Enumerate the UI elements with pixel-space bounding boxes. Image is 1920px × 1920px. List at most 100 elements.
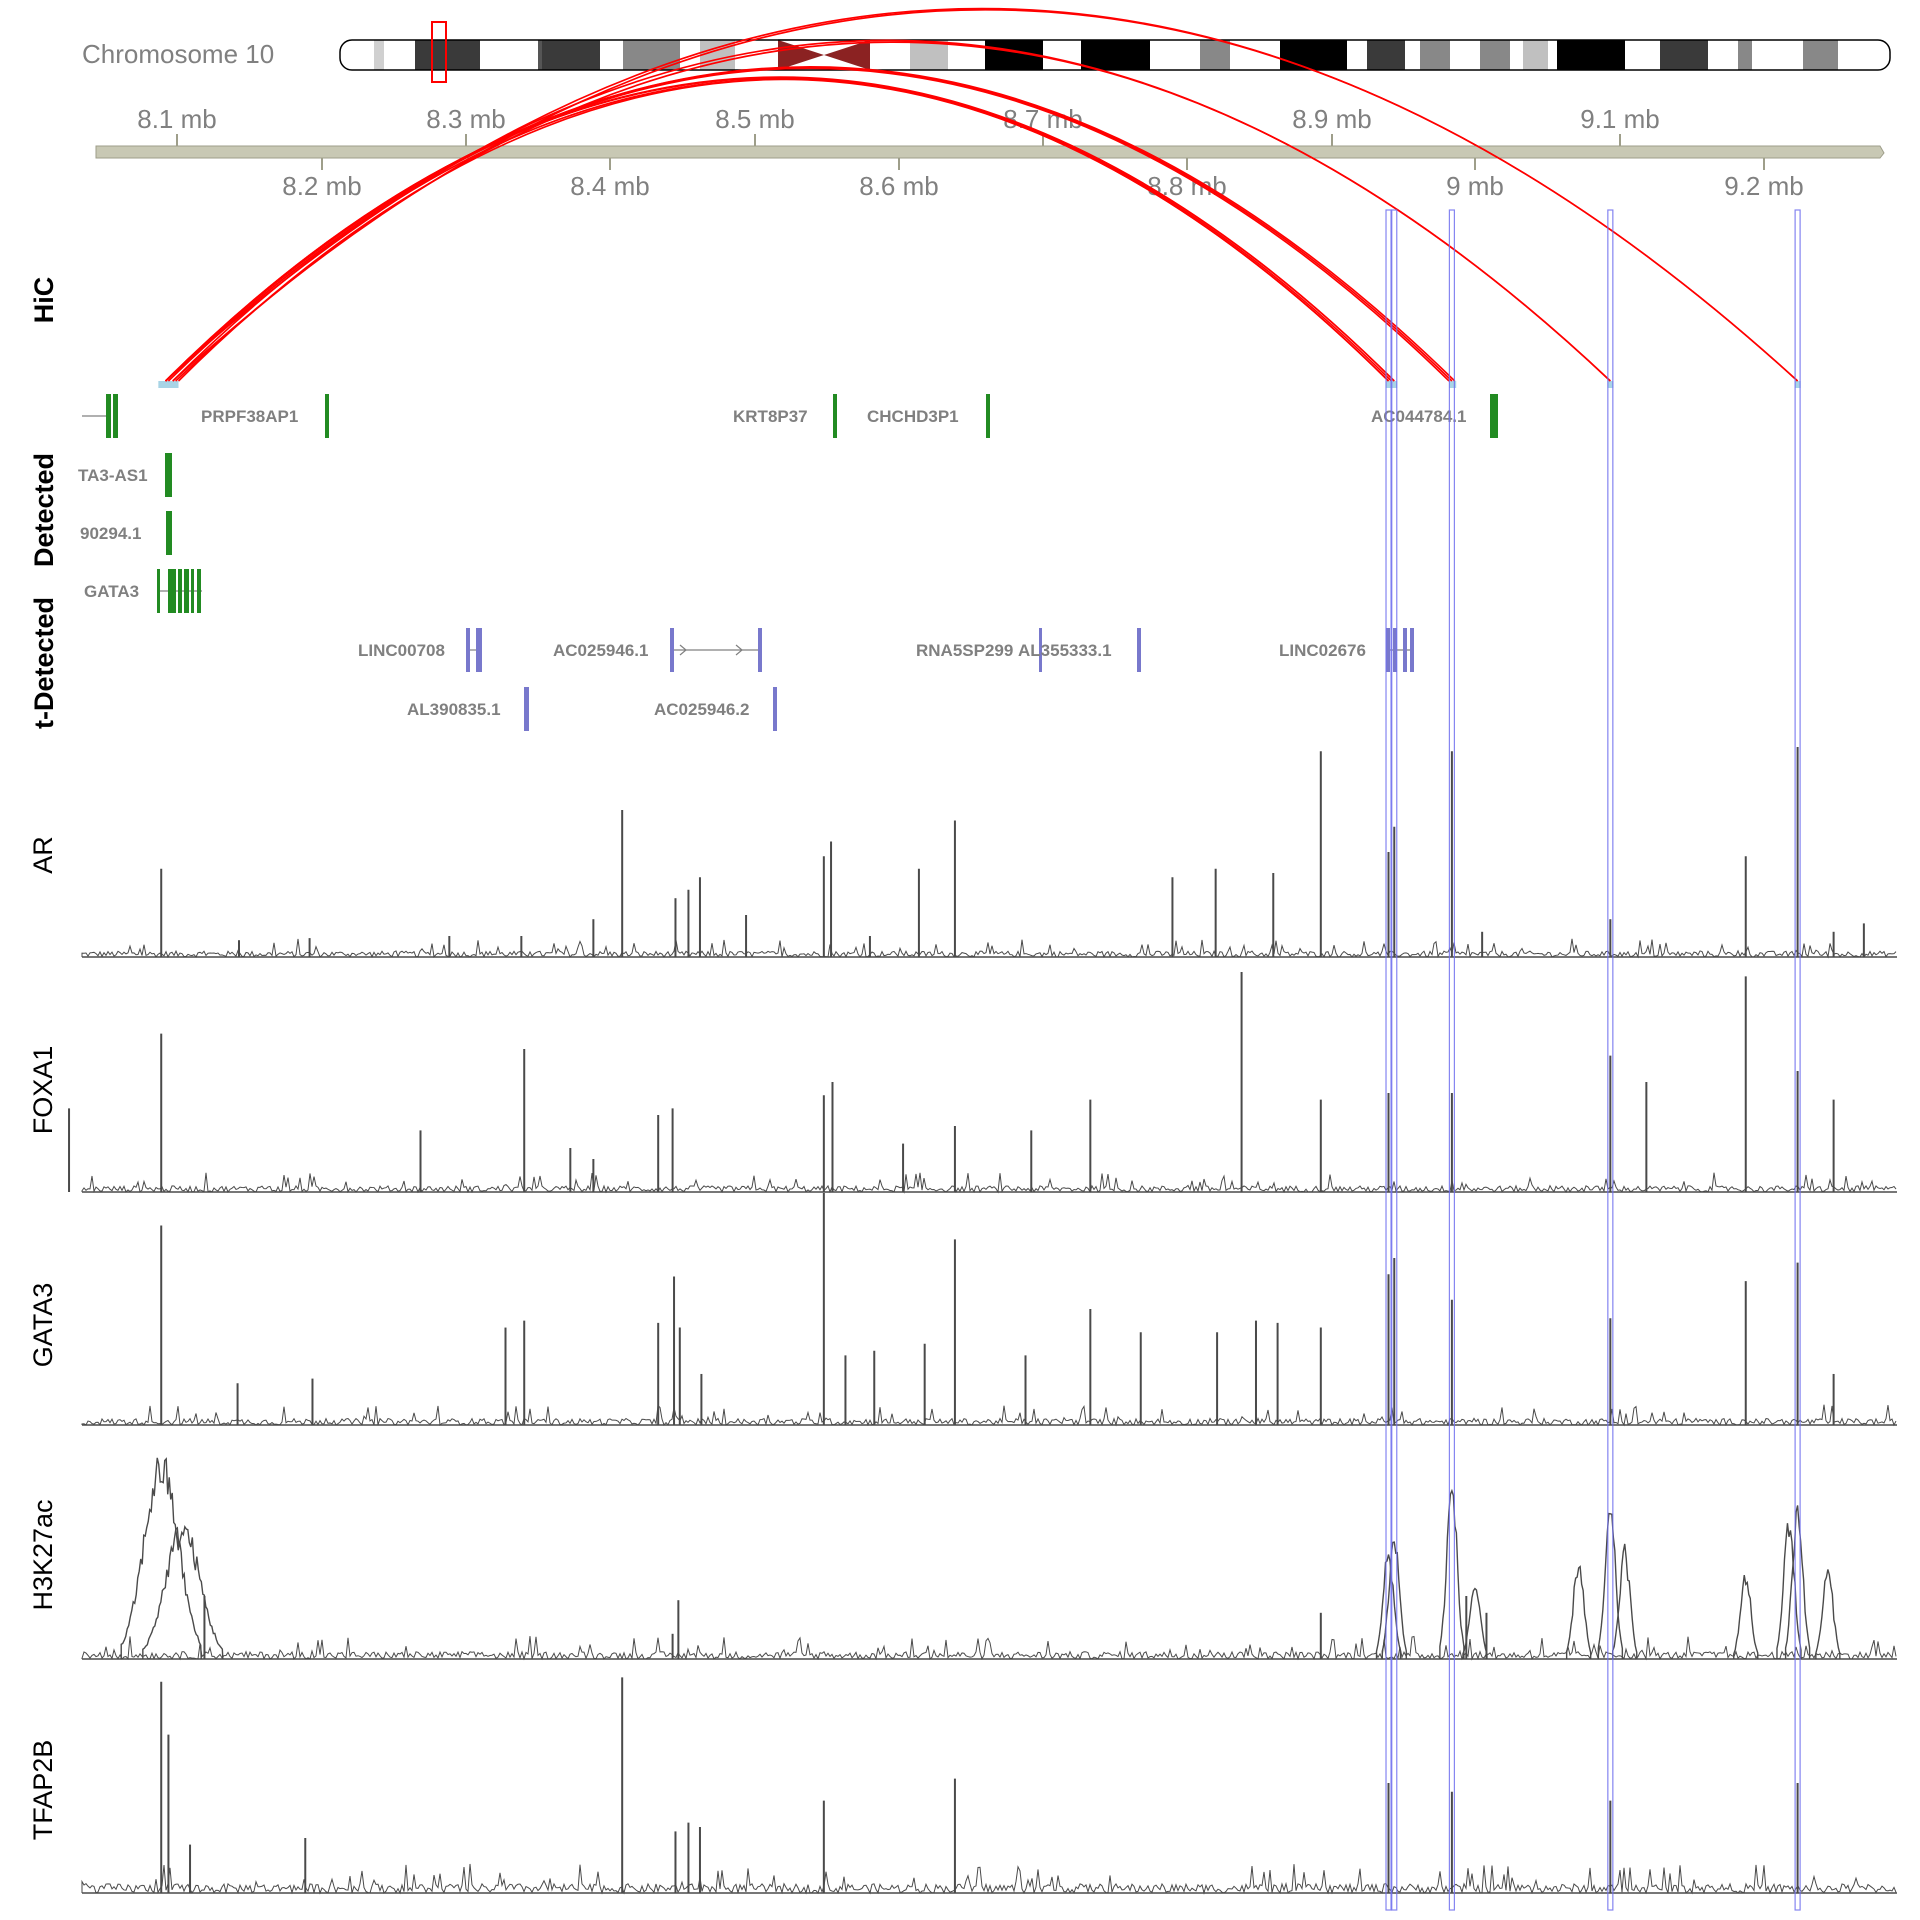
hic-track bbox=[158, 7, 1801, 388]
signal-track-foxa1 bbox=[68, 972, 1897, 1194]
gene-exon bbox=[166, 511, 172, 555]
signal-track-tfap2b bbox=[81, 1677, 1897, 1895]
signal-tracks bbox=[68, 747, 1897, 1895]
tick-label-top: 8.5 mb bbox=[715, 104, 795, 134]
tick-label-bottom: 9.2 mb bbox=[1724, 171, 1804, 201]
highlight-region bbox=[1391, 209, 1398, 1911]
track-title-signal: TFAP2B bbox=[28, 1740, 58, 1841]
ideogram-band bbox=[340, 40, 374, 70]
tick-label-bottom: 8.6 mb bbox=[859, 171, 939, 201]
track-title-detected: Detected bbox=[29, 453, 59, 567]
gene-exon bbox=[524, 687, 529, 731]
highlight-lines bbox=[1385, 209, 1801, 1911]
gene-exon bbox=[670, 628, 674, 672]
signal-peak bbox=[1784, 1505, 1811, 1659]
tick-label-top: 8.3 mb bbox=[426, 104, 506, 134]
track-titles: HiC Detected t-Detected AR FOXA1 GATA3 H… bbox=[28, 277, 59, 1841]
centromere-icon bbox=[824, 40, 870, 70]
gene-label-ac025946-2: AC025946.2 bbox=[654, 700, 749, 719]
gene-label-chchd3p1: CHCHD3P1 bbox=[867, 407, 959, 426]
ideogram-band bbox=[480, 40, 538, 70]
hic-anchor bbox=[1794, 381, 1801, 388]
gene-exon bbox=[325, 394, 329, 438]
signal-peak bbox=[1612, 1543, 1638, 1659]
gene-label-krt8p37: KRT8P37 bbox=[733, 407, 808, 426]
ideogram-band bbox=[1043, 40, 1081, 70]
ideogram-band bbox=[1510, 40, 1523, 70]
signal-peak bbox=[1776, 1523, 1802, 1659]
hic-loop-arc bbox=[177, 78, 1395, 382]
hic-anchor bbox=[1449, 381, 1457, 388]
ideogram-band bbox=[1738, 40, 1752, 70]
ideogram-band bbox=[384, 40, 415, 70]
strand-arrow-icon bbox=[679, 644, 687, 656]
ideogram-band bbox=[910, 40, 948, 70]
ideogram-band bbox=[1280, 40, 1347, 70]
gene-exon bbox=[1137, 628, 1141, 672]
ideogram-region-marker bbox=[431, 21, 447, 83]
gene-exon bbox=[833, 394, 837, 438]
gene-exon bbox=[986, 394, 990, 438]
signal-peak bbox=[1462, 1587, 1488, 1659]
gene-label-prpf38ap1: PRPF38AP1 bbox=[201, 407, 298, 426]
ideogram-band bbox=[538, 40, 542, 70]
strand-arrow-icon bbox=[735, 644, 743, 656]
highlight-region bbox=[1385, 209, 1392, 1911]
gene-exon bbox=[178, 569, 182, 613]
highlight-region bbox=[1794, 209, 1801, 1911]
ideogram-band bbox=[1625, 40, 1660, 70]
genome-axis-bar bbox=[95, 145, 1885, 159]
ideogram-band bbox=[1708, 40, 1738, 70]
gene-exon bbox=[1410, 628, 1414, 672]
ideogram-band bbox=[1405, 40, 1420, 70]
signal-peak bbox=[1381, 1541, 1407, 1659]
ideogram-band bbox=[1150, 40, 1200, 70]
signal-peak bbox=[1597, 1512, 1624, 1659]
hic-loop-arc bbox=[164, 66, 1456, 382]
gene-exon bbox=[773, 687, 777, 731]
tick-label-top: 8.9 mb bbox=[1292, 104, 1372, 134]
track-title-signal: AR bbox=[28, 836, 58, 874]
signal-noise-line bbox=[81, 1172, 1897, 1194]
gene-exon bbox=[476, 628, 479, 672]
hic-loop-arc bbox=[167, 67, 1450, 382]
signal-noise-line bbox=[81, 938, 1897, 959]
ideogram-band bbox=[1420, 40, 1450, 70]
ideogram-band bbox=[600, 40, 623, 70]
gene-exon bbox=[165, 453, 172, 497]
ideogram-band bbox=[1523, 40, 1548, 70]
highlight-region bbox=[1448, 209, 1455, 1911]
tick-label-bottom: 8.2 mb bbox=[282, 171, 362, 201]
ideogram-band bbox=[1081, 40, 1150, 70]
gene-exon bbox=[466, 628, 470, 672]
gene-label-rna5sp299: RNA5SP299 bbox=[916, 641, 1013, 660]
signal-peak bbox=[1375, 1554, 1402, 1659]
ideogram-band bbox=[542, 40, 600, 70]
not-detected-gene-track: LINC00708 AC025946.1 RNA5SP299 AL355333.… bbox=[358, 628, 1414, 731]
signal-peak bbox=[1439, 1488, 1465, 1659]
ideogram-band bbox=[870, 40, 910, 70]
tick-label-bottom: 8.4 mb bbox=[570, 171, 650, 201]
hic-anchor bbox=[158, 381, 179, 388]
gene-exon bbox=[191, 569, 194, 613]
track-title-signal: FOXA1 bbox=[28, 1046, 58, 1135]
signal-track-ar bbox=[81, 747, 1897, 959]
gene-exon bbox=[106, 394, 111, 438]
axis-ticks bbox=[176, 134, 1765, 170]
ideogram-band bbox=[1838, 40, 1890, 70]
gene-exon bbox=[758, 628, 762, 672]
track-title-hic: HiC bbox=[29, 277, 59, 324]
gene-label-gata3: GATA3 bbox=[84, 582, 139, 601]
ideogram-band bbox=[1480, 40, 1510, 70]
gene-label-al390835: AL390835.1 bbox=[407, 700, 501, 719]
ideogram-band bbox=[1557, 40, 1625, 70]
gene-exon bbox=[1403, 628, 1407, 672]
gene-exon bbox=[113, 394, 118, 438]
gene-label-al355333: AL355333.1 bbox=[1018, 641, 1112, 660]
gene-exon bbox=[1386, 628, 1390, 672]
gene-label-gata3-as1: TA3-AS1 bbox=[78, 466, 148, 485]
gene-exon bbox=[1490, 394, 1498, 438]
ideogram-bands bbox=[340, 39, 1890, 70]
